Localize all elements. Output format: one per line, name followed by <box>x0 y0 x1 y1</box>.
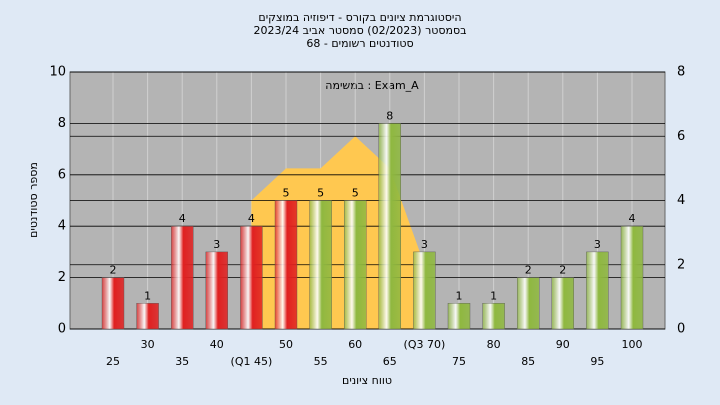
value-label: 4 <box>629 212 636 225</box>
x-tick-label: 35 <box>175 355 189 368</box>
chart-title: סטודנטים רשומים - 68 <box>306 37 413 50</box>
value-label: 1 <box>490 289 497 302</box>
x-tick-label: 55 <box>314 355 328 368</box>
bar <box>205 251 229 330</box>
bar <box>551 277 574 330</box>
x-tick-label: (Q1 45) <box>231 355 273 368</box>
bar <box>344 200 367 330</box>
bar <box>101 277 125 330</box>
value-label: 4 <box>248 212 255 225</box>
x-tick-label: 40 <box>210 338 224 351</box>
y2-tick-label: 0 <box>677 322 685 337</box>
x-tick-label: 90 <box>556 338 570 351</box>
bar <box>136 303 159 330</box>
annotation: במשימה : Exam_A <box>325 79 419 92</box>
bar <box>170 225 194 330</box>
y-axis-label: מספר סטודנטים <box>27 162 40 238</box>
y-tick-label: 10 <box>49 65 66 80</box>
x-tick-label: 85 <box>521 355 535 368</box>
x-tick-label: 60 <box>348 338 362 351</box>
x-tick-label: (Q3 70) <box>404 338 446 351</box>
y-tick-label: 0 <box>58 322 66 337</box>
chart-title: בסמסטר (02/2023) סמסטר אביב 2023/24 <box>253 24 466 37</box>
bar <box>447 303 471 330</box>
value-label: 5 <box>317 187 324 200</box>
x-tick-label: 65 <box>383 355 397 368</box>
value-label: 5 <box>352 187 359 200</box>
y2-tick-label: 6 <box>677 129 685 144</box>
y-tick-label: 4 <box>58 219 66 234</box>
bar <box>274 200 298 330</box>
x-tick-label: 95 <box>590 355 604 368</box>
y2-tick-label: 4 <box>677 193 685 208</box>
value-label: 3 <box>421 238 428 251</box>
x-tick-label: 50 <box>279 338 293 351</box>
bar <box>482 303 505 330</box>
y2-tick-label: 8 <box>677 65 685 80</box>
value-label: 2 <box>110 264 117 277</box>
x-tick-label: 100 <box>622 338 643 351</box>
x-tick-label: 75 <box>452 355 466 368</box>
value-label: 3 <box>594 238 601 251</box>
x-tick-label: 25 <box>106 355 120 368</box>
y-tick-label: 2 <box>58 270 66 285</box>
value-label: 3 <box>213 238 220 251</box>
bar <box>413 251 436 330</box>
value-label: 1 <box>144 289 151 302</box>
value-label: 2 <box>559 264 566 277</box>
y-tick-label: 8 <box>58 116 66 131</box>
y-tick-label: 6 <box>58 167 66 182</box>
y2-tick-label: 2 <box>677 257 685 272</box>
bar <box>378 123 401 330</box>
chart-title: היסטוגרמת ציונים בקורס - דיפוזיה במוצקים <box>258 11 461 24</box>
bar <box>517 277 540 330</box>
value-label: 4 <box>179 212 186 225</box>
bar <box>240 225 263 330</box>
bar <box>586 251 609 330</box>
value-label: 1 <box>456 289 463 302</box>
x-tick-label: 80 <box>487 338 501 351</box>
bar <box>620 225 644 330</box>
value-label: 2 <box>525 264 532 277</box>
value-label: 5 <box>283 187 290 200</box>
value-label: 8 <box>386 109 393 122</box>
x-tick-label: 30 <box>141 338 155 351</box>
bar <box>309 200 332 330</box>
x-axis-label: טווח ציונים <box>342 374 392 387</box>
